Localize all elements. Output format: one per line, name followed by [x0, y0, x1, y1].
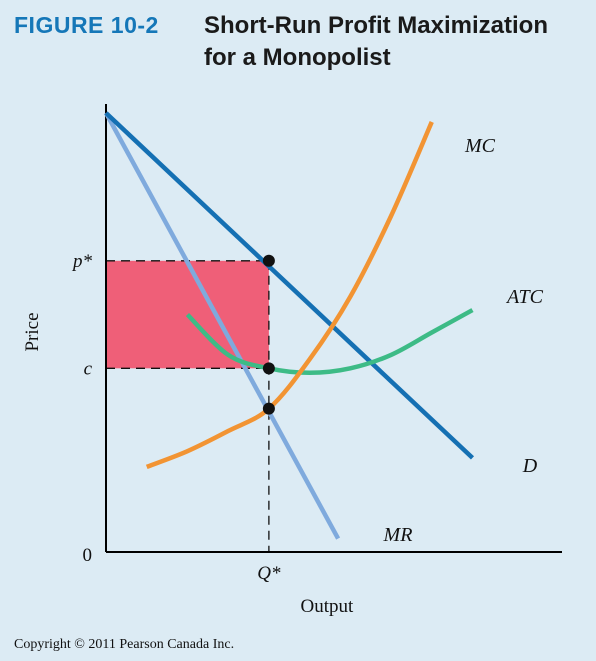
- x-tick-q-star: Q*: [257, 563, 281, 584]
- y-tick-c: c: [84, 358, 93, 379]
- title-line-1: Short-Run Profit Maximization: [204, 12, 548, 39]
- y-tick-zero: 0: [83, 545, 93, 566]
- curve-mc: [145, 121, 434, 469]
- y-tick-p-star: p*: [71, 251, 93, 272]
- curve-d: [104, 111, 475, 460]
- curve-label-mc: MC: [464, 135, 496, 157]
- title-line-2: for a Monopolist: [204, 44, 391, 71]
- curve-label-atc: ATC: [505, 286, 544, 308]
- figure-label: FIGURE 10-2: [14, 12, 159, 38]
- profit-area: [106, 260, 269, 369]
- figure-title: Short-Run Profit Maximization for a Mono…: [204, 10, 594, 74]
- y-axis-label: Price: [22, 312, 43, 351]
- copyright-text: Copyright © 2011 Pearson Canada Inc.: [14, 637, 235, 652]
- curve-label-d: D: [522, 455, 538, 477]
- equilibrium-point-3: [262, 402, 275, 415]
- equilibrium-point-1: [262, 254, 275, 267]
- x-axis-label: Output: [300, 596, 354, 617]
- curve-atc: [185, 308, 474, 376]
- curve-label-mr: MR: [383, 524, 413, 546]
- equilibrium-point-2: [262, 362, 275, 375]
- curve-mr: [104, 111, 341, 540]
